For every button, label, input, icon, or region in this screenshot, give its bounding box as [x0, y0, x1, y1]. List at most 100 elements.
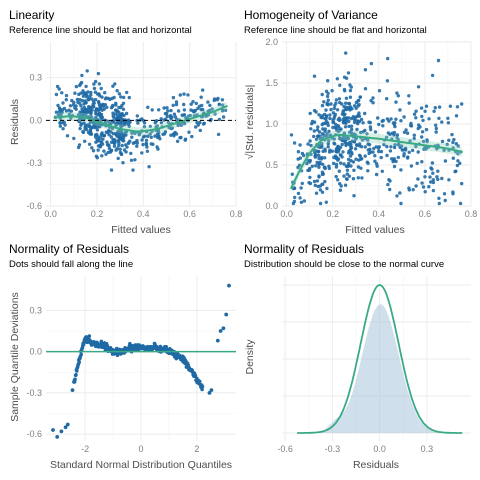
residual-point — [296, 157, 300, 161]
panel-density-subtitle: Distribution should be close to the norm… — [244, 259, 444, 270]
residual-point — [89, 111, 93, 115]
residual-point — [331, 161, 336, 166]
residual-point — [124, 150, 128, 154]
density-ylabel: Density — [244, 339, 256, 375]
residual-point — [344, 51, 348, 55]
residual-point — [174, 102, 179, 107]
residual-point — [120, 103, 124, 108]
residual-point — [331, 125, 335, 130]
residual-point — [78, 98, 82, 102]
residual-point — [221, 108, 225, 113]
residual-point — [79, 123, 83, 127]
residual-point — [317, 165, 321, 169]
residual-point — [292, 186, 296, 190]
residual-point — [357, 103, 361, 107]
residual-point — [175, 139, 180, 143]
residual-point — [80, 107, 84, 111]
residual-point — [312, 179, 317, 184]
residual-point — [191, 100, 195, 104]
residual-point — [109, 135, 114, 139]
residual-point — [337, 118, 342, 123]
residual-point — [92, 86, 97, 91]
residual-point — [312, 120, 317, 124]
residual-point — [101, 104, 106, 108]
y-tick-label: -0.3 — [26, 158, 42, 168]
residual-point — [347, 119, 351, 124]
residual-point — [306, 142, 310, 146]
residual-point — [114, 148, 118, 152]
residual-point — [412, 112, 417, 116]
residual-point — [221, 115, 226, 119]
linearity-ylabel: Residuals — [9, 99, 21, 145]
residual-point — [359, 130, 363, 135]
residual-point — [347, 161, 351, 165]
panel-qq: Normality of Residuals Dots should fall … — [9, 242, 236, 471]
residual-point — [323, 156, 327, 160]
residual-point — [420, 114, 424, 119]
residual-point — [338, 83, 342, 88]
residual-point — [394, 100, 398, 104]
residual-point — [415, 161, 419, 165]
residual-point — [88, 107, 93, 111]
residual-point — [432, 109, 436, 114]
residual-point — [344, 101, 348, 105]
residual-point — [81, 130, 85, 134]
qq-outlier-point — [63, 425, 68, 430]
residual-point — [454, 142, 458, 146]
residual-point — [368, 147, 372, 151]
residual-point — [94, 154, 99, 158]
residual-point — [117, 134, 121, 138]
residual-point — [409, 121, 413, 126]
residual-point — [111, 131, 116, 136]
residual-point — [369, 61, 374, 66]
residual-point — [428, 175, 432, 179]
residual-point — [289, 133, 294, 137]
residual-point — [354, 100, 359, 105]
residual-point — [344, 96, 349, 101]
residual-point — [82, 121, 86, 125]
residual-point — [78, 126, 82, 131]
residual-point — [174, 100, 179, 104]
residual-point — [414, 184, 418, 188]
residual-point — [330, 149, 334, 153]
residual-point — [392, 164, 397, 169]
y-tick-label: 1.5 — [265, 78, 278, 88]
residual-point — [363, 145, 367, 149]
residual-point — [380, 169, 384, 173]
residual-point — [321, 172, 325, 176]
residual-point — [349, 124, 354, 128]
residual-point — [384, 135, 389, 139]
residual-point — [416, 150, 420, 154]
residual-point — [114, 103, 118, 107]
residual-point — [83, 107, 87, 112]
residual-point — [448, 104, 453, 108]
panel-linearity-title: Linearity — [9, 8, 54, 22]
residual-point — [173, 115, 178, 119]
residual-point — [155, 145, 159, 149]
residual-point — [391, 121, 396, 125]
residual-point — [74, 104, 78, 108]
residual-point — [365, 160, 369, 164]
residual-point — [344, 177, 349, 181]
residual-point — [102, 149, 106, 153]
residual-point — [117, 105, 121, 110]
residual-point — [56, 103, 60, 108]
x-tick-label: 0.8 — [230, 209, 243, 219]
residual-point — [78, 82, 83, 86]
residual-point — [199, 107, 203, 112]
residual-point — [290, 172, 294, 176]
residual-point — [108, 150, 113, 154]
linearity-gridlines — [46, 42, 237, 207]
residual-point — [324, 200, 328, 204]
residual-point — [328, 116, 332, 121]
residual-point — [62, 120, 66, 125]
residual-point — [76, 145, 81, 150]
empirical-density-area — [297, 304, 462, 433]
residual-point — [317, 175, 321, 179]
qq-outlier-point — [221, 326, 226, 331]
residual-point — [61, 127, 65, 131]
residual-point — [195, 120, 199, 125]
residual-point — [84, 101, 88, 105]
residual-point — [135, 114, 139, 118]
residual-point — [176, 109, 181, 113]
